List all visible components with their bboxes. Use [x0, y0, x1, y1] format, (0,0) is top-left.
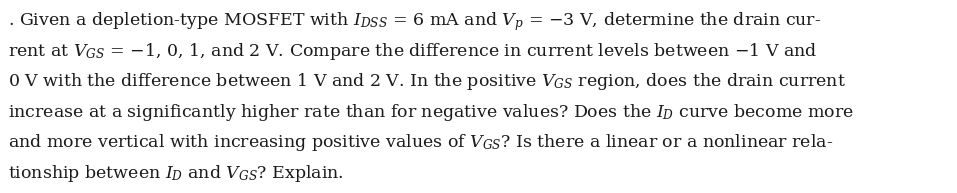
Text: and more vertical with increasing positive values of $V_{GS}$? Is there a linear: and more vertical with increasing positi… [8, 132, 833, 153]
Text: tionship between $I_D$ and $V_{GS}$? Explain.: tionship between $I_D$ and $V_{GS}$? Exp… [8, 163, 344, 184]
Text: increase at a significantly higher rate than for negative values? Does the $I_D$: increase at a significantly higher rate … [8, 102, 854, 123]
Text: 0 V with the difference between 1 V and 2 V. In the positive $V_{GS}$ region, do: 0 V with the difference between 1 V and … [8, 71, 845, 92]
Text: rent at $V_{GS}$ = −1, 0, 1, and 2 V. Compare the difference in current levels b: rent at $V_{GS}$ = −1, 0, 1, and 2 V. Co… [8, 41, 817, 62]
Text: . Given a depletion-type MOSFET with $I_{DSS}$ = 6 mA and $V_p$ = −3 V, determin: . Given a depletion-type MOSFET with $I_… [8, 10, 821, 33]
